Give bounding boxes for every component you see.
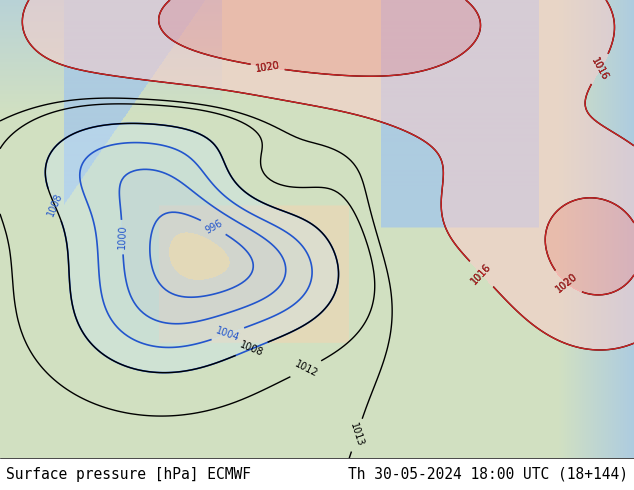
Text: 1008: 1008 [238,340,265,358]
Text: Th 30-05-2024 18:00 UTC (18+144): Th 30-05-2024 18:00 UTC (18+144) [347,466,628,482]
Text: 1000: 1000 [117,225,128,249]
Text: Surface pressure [hPa] ECMWF: Surface pressure [hPa] ECMWF [6,466,251,482]
Text: 1012: 1012 [293,359,319,379]
Text: 1013: 1013 [348,422,365,448]
Text: 1020: 1020 [554,271,579,295]
Text: 1008: 1008 [45,192,64,218]
Text: 1020: 1020 [255,60,281,74]
Text: 1020: 1020 [255,60,281,74]
Text: 1004: 1004 [215,325,241,343]
Text: 1016: 1016 [470,262,493,286]
Text: 1016: 1016 [590,56,611,82]
Text: 1016: 1016 [590,56,611,82]
Text: 1020: 1020 [554,271,579,295]
Text: 996: 996 [203,218,224,236]
Text: 1016: 1016 [470,262,493,286]
